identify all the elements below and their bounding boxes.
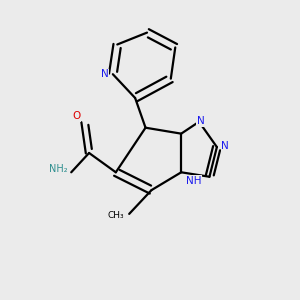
Text: N: N xyxy=(221,141,229,152)
Text: NH₂: NH₂ xyxy=(50,164,68,174)
Text: CH₃: CH₃ xyxy=(107,211,124,220)
Text: N: N xyxy=(197,116,204,126)
Text: N: N xyxy=(100,69,108,79)
Text: NH: NH xyxy=(186,176,201,186)
Text: O: O xyxy=(72,111,80,122)
